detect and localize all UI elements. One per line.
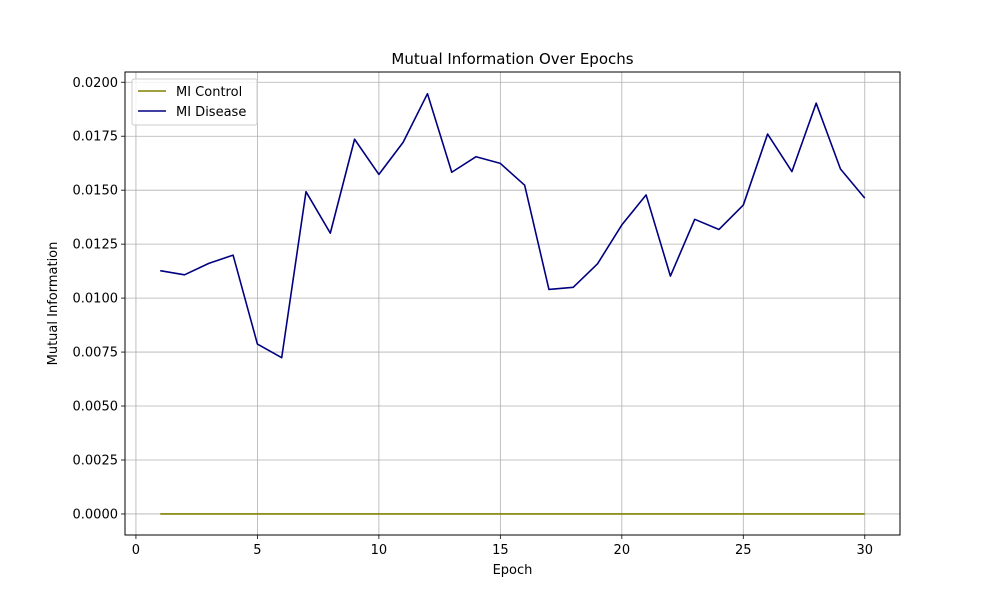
y-tick-label: 0.0125 xyxy=(73,238,119,253)
series-layer xyxy=(160,92,866,515)
x-tick-label: 30 xyxy=(856,543,873,558)
x-tick-label: 10 xyxy=(371,543,388,558)
x-tick-label: 0 xyxy=(132,543,140,558)
y-tick-label: 0.0075 xyxy=(73,346,119,361)
chart-title: Mutual Information Over Epochs xyxy=(391,50,633,68)
y-tick-label: 0.0050 xyxy=(73,400,119,415)
x-axis-label: Epoch xyxy=(493,563,533,578)
y-tick-label: 0.0150 xyxy=(73,184,119,199)
series-line-mi-disease xyxy=(160,92,866,359)
x-tick-label: 15 xyxy=(492,543,509,558)
y-axis-label: Mutual Information xyxy=(46,242,61,366)
x-tick-label: 20 xyxy=(614,543,631,558)
plot-frame xyxy=(124,71,901,536)
y-tick-label: 0.0200 xyxy=(73,76,119,91)
x-tick-label: 5 xyxy=(253,543,261,558)
y-tick-label: 0.0025 xyxy=(73,453,119,468)
legend-label-mi-disease: MI Disease xyxy=(176,105,246,120)
x-tick-label: 25 xyxy=(735,543,752,558)
y-tick-label: 0.0100 xyxy=(73,292,119,307)
legend: MI Control MI Disease xyxy=(131,78,258,126)
y-tick-label: 0.0175 xyxy=(73,130,119,145)
grid-layer xyxy=(125,72,900,535)
y-tick-label: 0.0000 xyxy=(73,507,119,522)
legend-label-mi-control: MI Control xyxy=(176,85,242,100)
tick-layer: 0 5 10 15 20 25 30 0.0000 0.0025 0.0050 0.0075 0.01… xyxy=(73,76,874,558)
